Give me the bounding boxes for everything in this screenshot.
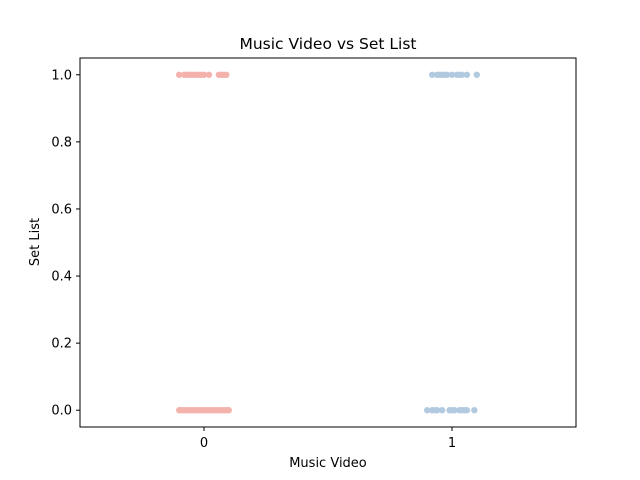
data-points: [176, 71, 480, 414]
data-point: [448, 71, 456, 78]
data-point: [443, 71, 451, 78]
y-tick-label: 0.4: [51, 270, 72, 285]
y-tick-label: 0.2: [51, 337, 72, 352]
data-point: [225, 407, 232, 414]
x-tick-label: 1: [448, 436, 456, 451]
y-axis: 0.0 0.2 0.4 0.6 0.8 1.0: [51, 68, 80, 419]
data-point: [463, 71, 471, 78]
data-point: [438, 407, 446, 414]
data-point: [205, 71, 213, 78]
y-tick-label: 0.0: [51, 404, 72, 419]
data-point: [223, 71, 230, 78]
y-tick-label: 0.6: [51, 202, 72, 217]
data-point: [458, 71, 466, 78]
data-point: [471, 407, 478, 414]
chart-title: Music Video vs Set List: [239, 35, 416, 53]
data-point: [176, 71, 183, 78]
x-axis-label: Music Video: [289, 456, 367, 471]
y-tick-label: 0.8: [51, 135, 72, 150]
data-point: [451, 407, 458, 414]
data-point: [463, 407, 471, 414]
x-tick-label: 0: [200, 436, 208, 451]
y-axis-label: Set List: [28, 218, 43, 266]
data-point: [433, 407, 441, 414]
data-point: [428, 71, 436, 78]
data-point: [473, 71, 480, 78]
data-point: [200, 71, 208, 78]
y-tick-label: 1.0: [51, 68, 72, 83]
data-point: [424, 407, 431, 414]
plot-area: [79, 57, 577, 428]
